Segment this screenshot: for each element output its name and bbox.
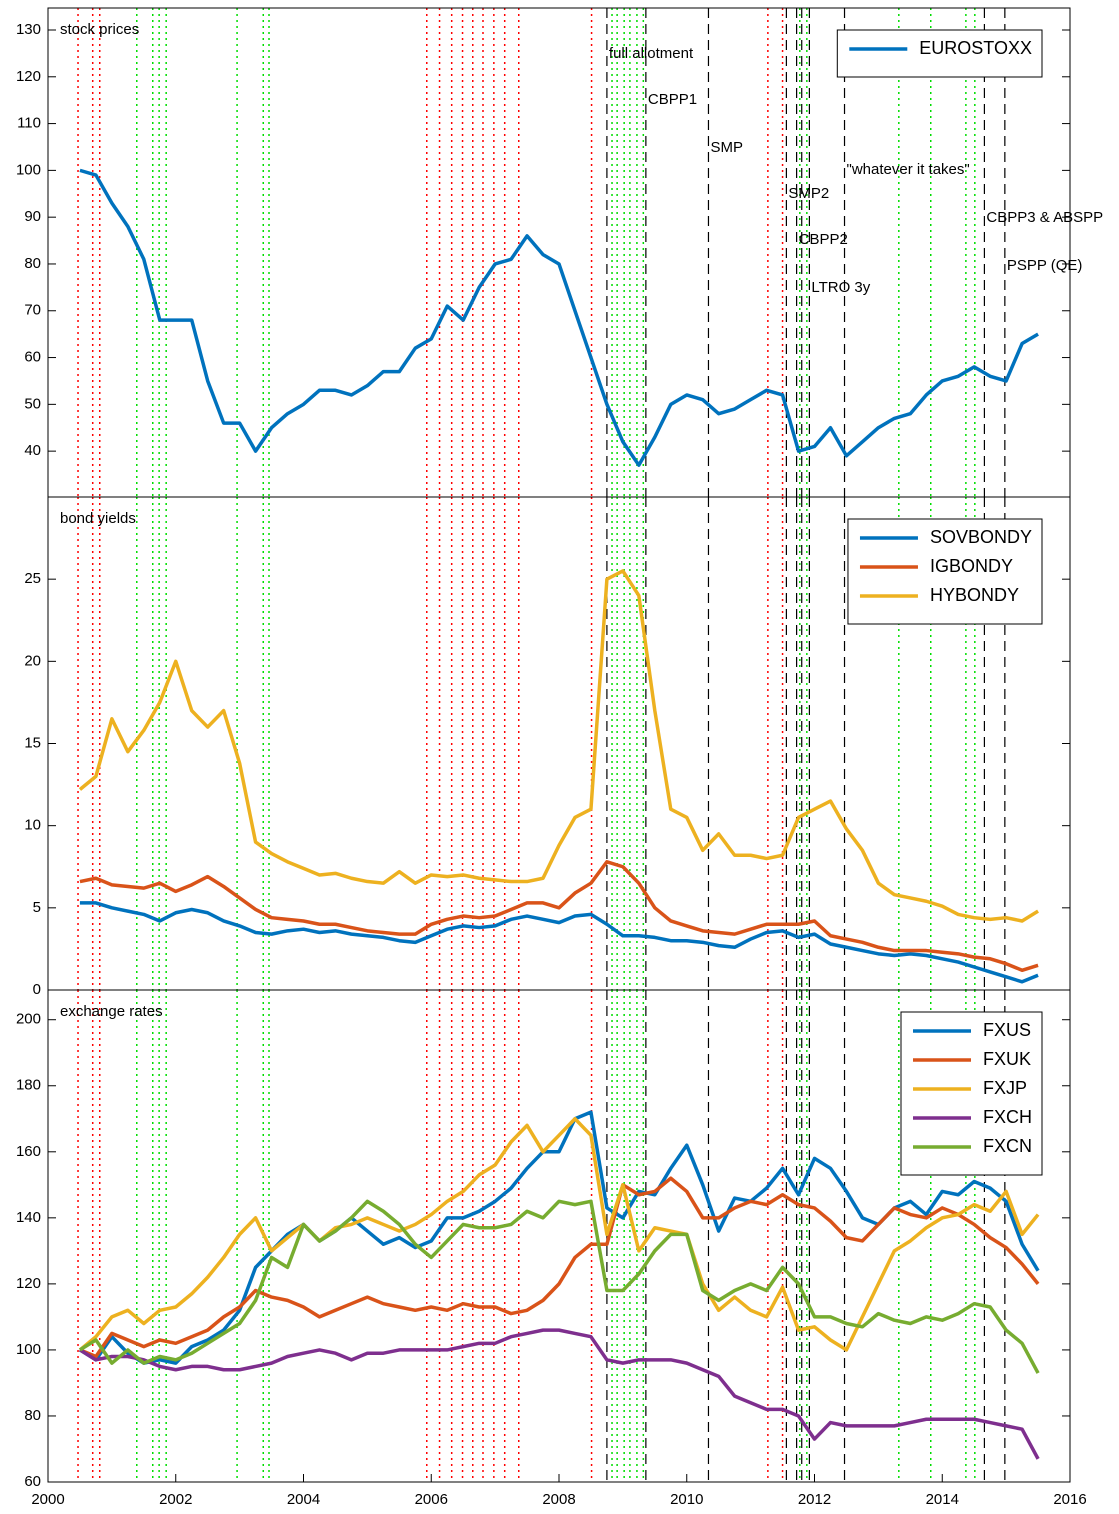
y-tick-label: 160 bbox=[16, 1143, 41, 1160]
legend-text: FXCH bbox=[983, 1107, 1032, 1127]
y-tick-label: 130 bbox=[16, 21, 41, 38]
y-tick-label: 90 bbox=[24, 208, 41, 225]
legend-text: HYBONDY bbox=[930, 585, 1019, 605]
y-tick-label: 100 bbox=[16, 1341, 41, 1358]
event-label: CBPP3 & ABSPP bbox=[986, 209, 1103, 226]
x-tick-label: 2004 bbox=[287, 1491, 320, 1508]
legend-text: FXJP bbox=[983, 1078, 1027, 1098]
y-tick-label: 80 bbox=[24, 1407, 41, 1424]
y-tick-label: 120 bbox=[16, 1275, 41, 1292]
legend-text: FXCN bbox=[983, 1136, 1032, 1156]
y-tick-label: 50 bbox=[24, 395, 41, 412]
plot-area bbox=[77, 990, 1040, 1482]
plot-area bbox=[77, 8, 1039, 497]
x-tick-label: 2016 bbox=[1053, 1491, 1086, 1508]
legend: FXUS FXUK FXJP FXCH FXCN bbox=[900, 1011, 1043, 1176]
legend-box bbox=[836, 29, 1043, 78]
series-line bbox=[79, 901, 1039, 984]
series-line bbox=[79, 1328, 1040, 1460]
event-label: CBPP1 bbox=[648, 91, 697, 108]
y-tick-label: 100 bbox=[16, 161, 41, 178]
axes-frame bbox=[47, 7, 1071, 498]
x-tick-label: 2006 bbox=[415, 1491, 448, 1508]
y-tick-label: 200 bbox=[16, 1011, 41, 1028]
event-label: LTRO 3y bbox=[811, 279, 870, 296]
event-label: CBPP2 bbox=[799, 231, 848, 248]
legend-text: FXUK bbox=[983, 1049, 1031, 1069]
y-tick-label: 180 bbox=[16, 1077, 41, 1094]
x-tick-label: 2008 bbox=[542, 1491, 575, 1508]
panel-title: stock prices bbox=[60, 21, 139, 38]
y-tick-label: 110 bbox=[17, 115, 41, 132]
x-tick-label: 2010 bbox=[670, 1491, 703, 1508]
series-line bbox=[78, 1117, 1040, 1352]
series-line bbox=[78, 569, 1039, 923]
series-line bbox=[79, 860, 1039, 973]
y-tick-label: 60 bbox=[24, 1473, 41, 1490]
y-tick-label: 120 bbox=[16, 68, 41, 85]
event-label: full allotment bbox=[609, 45, 694, 62]
event-label: "whatever it takes" bbox=[847, 161, 970, 178]
legend-text: FXUS bbox=[983, 1020, 1031, 1040]
event-label: PSPP (QE) bbox=[1007, 257, 1083, 274]
y-tick-label: 140 bbox=[16, 1209, 41, 1226]
x-tick-label: 2012 bbox=[798, 1491, 831, 1508]
plot-area bbox=[77, 497, 1039, 990]
y-tick-label: 10 bbox=[24, 817, 41, 834]
y-tick-label: 70 bbox=[24, 302, 41, 319]
y-tick-label: 80 bbox=[24, 255, 41, 272]
legend: SOVBONDY IGBONDY HYBONDY bbox=[847, 518, 1043, 625]
legend-text: EUROSTOXX bbox=[919, 38, 1032, 58]
panel-title: exchange rates bbox=[60, 1003, 163, 1020]
legend-text: SOVBONDY bbox=[930, 527, 1032, 547]
x-tick-label: 2014 bbox=[926, 1491, 959, 1508]
y-tick-label: 20 bbox=[24, 652, 41, 669]
series-line bbox=[79, 168, 1039, 467]
x-tick-label: 2000 bbox=[31, 1491, 64, 1508]
y-tick-label: 0 bbox=[33, 981, 41, 998]
x-tick-label: 2002 bbox=[159, 1491, 192, 1508]
legend: EUROSTOXX bbox=[836, 29, 1043, 78]
series-line bbox=[79, 1176, 1040, 1359]
event-label: SMP bbox=[710, 139, 743, 156]
y-tick-label: 40 bbox=[24, 442, 41, 459]
y-tick-label: 25 bbox=[24, 570, 41, 587]
series-line bbox=[79, 1110, 1040, 1365]
legend-text: IGBONDY bbox=[930, 556, 1013, 576]
y-tick-label: 15 bbox=[24, 734, 41, 751]
series-line bbox=[79, 1199, 1040, 1374]
y-tick-label: 60 bbox=[24, 349, 41, 366]
y-tick-label: 5 bbox=[33, 899, 41, 916]
event-label: SMP2 bbox=[788, 185, 829, 202]
panel-title: bond yields bbox=[60, 510, 136, 527]
